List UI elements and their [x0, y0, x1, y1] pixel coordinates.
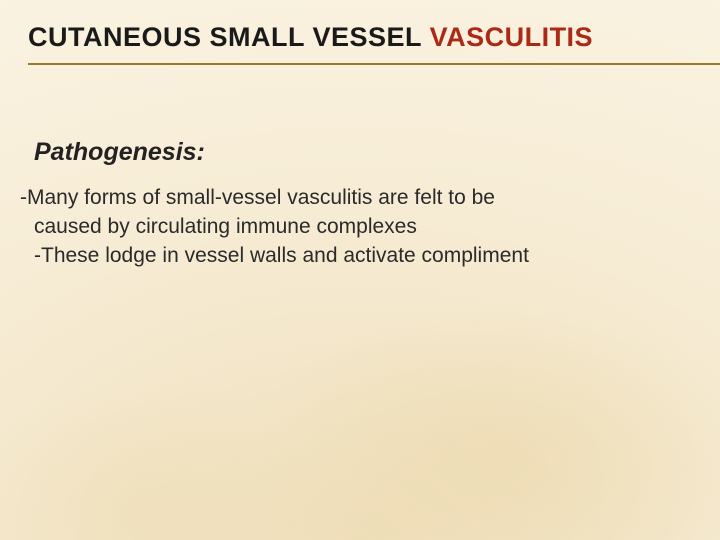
body-line-1a: -Many forms of small-vessel vasculitis a…: [20, 185, 680, 212]
slide: CUTANEOUS SMALL VESSEL VASCULITIS Pathog…: [0, 0, 720, 540]
body-line-2: -These lodge in vessel walls and activat…: [20, 243, 680, 270]
body-line-1b: caused by circulating immune complexes: [20, 214, 680, 241]
title-prefix: CUTANEOUS SMALL VESSEL: [28, 22, 430, 52]
title-highlight: VASCULITIS: [430, 22, 594, 52]
slide-title: CUTANEOUS SMALL VESSEL VASCULITIS: [28, 22, 720, 65]
subheading: Pathogenesis:: [34, 138, 205, 167]
body-text: -Many forms of small-vessel vasculitis a…: [20, 185, 680, 272]
